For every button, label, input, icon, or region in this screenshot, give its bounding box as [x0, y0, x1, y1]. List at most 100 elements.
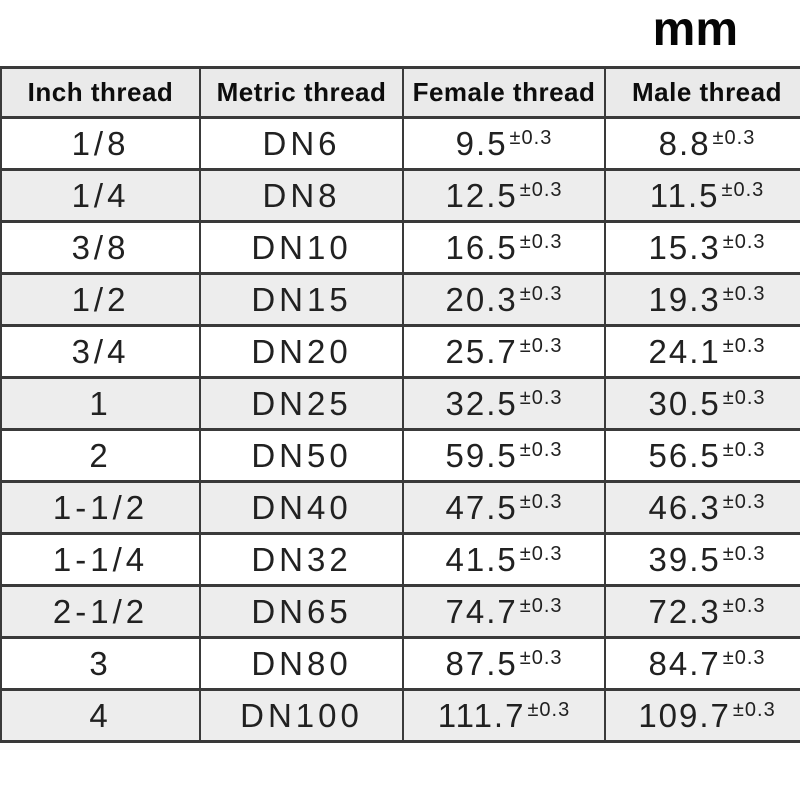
inch-thread-cell: 3/4 — [0, 324, 201, 379]
female-thread-cell: 59.5 ±0.3 — [402, 428, 606, 483]
metric-thread-cell: DN6 — [199, 116, 404, 171]
tolerance-superscript: ±0.3 — [722, 334, 766, 357]
male-thread-cell: 8.8 ±0.3 — [604, 116, 800, 171]
cell-value: 8.8 — [658, 124, 711, 162]
cell-value: 47.5 — [445, 488, 518, 526]
female-thread-cell: 111.7 ±0.3 — [402, 688, 606, 743]
cell-value: 3/4 — [71, 332, 130, 370]
female-thread-cell: 74.7 ±0.3 — [402, 584, 606, 639]
col-header-male-thread: Male thread — [604, 66, 800, 119]
tolerance-superscript: ±0.3 — [519, 490, 563, 513]
table-row: 1/4 DN8 12.5 ±0.3 11.5 ±0.3 — [0, 168, 800, 223]
inch-thread-cell: 3/8 — [0, 220, 201, 275]
tolerance-superscript: ±0.3 — [722, 438, 766, 461]
cell-value: DN50 — [251, 436, 352, 474]
table-row: 1 DN25 32.5 ±0.3 30.5 ±0.3 — [0, 376, 800, 431]
metric-thread-cell: DN15 — [199, 272, 404, 327]
tolerance-superscript: ±0.3 — [722, 646, 766, 669]
inch-thread-cell: 1/8 — [0, 116, 201, 171]
tolerance-superscript: ±0.3 — [519, 646, 563, 669]
tolerance-superscript: ±0.3 — [712, 126, 756, 149]
cell-value: 12.5 — [445, 176, 518, 214]
metric-thread-cell: DN80 — [199, 636, 404, 691]
female-thread-cell: 9.5 ±0.3 — [402, 116, 606, 171]
table-header: Inch thread Metric thread Female thread … — [0, 66, 800, 119]
male-thread-cell: 39.5 ±0.3 — [604, 532, 800, 587]
cell-value: DN10 — [251, 228, 352, 266]
tolerance-superscript: ±0.3 — [509, 126, 553, 149]
table-row: 1-1/2 DN40 47.5 ±0.3 46.3 ±0.3 — [0, 480, 800, 535]
metric-thread-cell: DN65 — [199, 584, 404, 639]
inch-thread-cell: 1/2 — [0, 272, 201, 327]
cell-value: 1/4 — [71, 176, 130, 214]
female-thread-cell: 16.5 ±0.3 — [402, 220, 606, 275]
tolerance-superscript: ±0.3 — [519, 542, 563, 565]
cell-value: DN8 — [262, 176, 341, 214]
table-row: 1-1/4 DN32 41.5 ±0.3 39.5 ±0.3 — [0, 532, 800, 587]
metric-thread-cell: DN50 — [199, 428, 404, 483]
col-header-female-thread: Female thread — [402, 66, 606, 119]
cell-value: 19.3 — [648, 280, 721, 318]
cell-value: 11.5 — [649, 176, 720, 214]
tolerance-superscript: ±0.3 — [722, 542, 766, 565]
tolerance-superscript: ±0.3 — [519, 230, 563, 253]
male-thread-cell: 109.7 ±0.3 — [604, 688, 800, 743]
female-thread-cell: 20.3 ±0.3 — [402, 272, 606, 327]
cell-value: 59.5 — [445, 436, 518, 474]
cell-value: 20.3 — [445, 280, 518, 318]
table-body: 1/8 DN6 9.5 ±0.3 8.8 ±0.3 1/4 DN8 12.5 ±0.3 11.5 ±0… — [0, 116, 800, 743]
male-thread-cell: 46.3 ±0.3 — [604, 480, 800, 535]
table-row: 4 DN100 111.7 ±0.3 109.7 ±0.3 — [0, 688, 800, 743]
cell-value: 2 — [89, 436, 112, 474]
tolerance-superscript: ±0.3 — [519, 282, 563, 305]
cell-value: 72.3 — [648, 592, 721, 630]
inch-thread-cell: 4 — [0, 688, 201, 743]
cell-value: 46.3 — [648, 488, 721, 526]
metric-thread-cell: DN10 — [199, 220, 404, 275]
inch-thread-cell: 1 — [0, 376, 201, 431]
female-thread-cell: 25.7 ±0.3 — [402, 324, 606, 379]
cell-value: DN65 — [251, 592, 352, 630]
cell-value: DN100 — [240, 696, 363, 734]
cell-value: DN6 — [262, 124, 341, 162]
table-row: 1/8 DN6 9.5 ±0.3 8.8 ±0.3 — [0, 116, 800, 171]
table-row: 3/8 DN10 16.5 ±0.3 15.3 ±0.3 — [0, 220, 800, 275]
inch-thread-cell: 3 — [0, 636, 201, 691]
cell-value: 1-1/4 — [52, 540, 149, 578]
table-row: 2-1/2 DN65 74.7 ±0.3 72.3 ±0.3 — [0, 584, 800, 639]
tolerance-superscript: ±0.3 — [527, 698, 571, 721]
male-thread-cell: 24.1 ±0.3 — [604, 324, 800, 379]
cell-value: 41.5 — [445, 540, 518, 578]
table-row: 1/2 DN15 20.3 ±0.3 19.3 ±0.3 — [0, 272, 800, 327]
cell-value: 24.1 — [648, 332, 721, 370]
inch-thread-cell: 2 — [0, 428, 201, 483]
cell-value: 87.5 — [445, 644, 518, 682]
male-thread-cell: 30.5 ±0.3 — [604, 376, 800, 431]
cell-value: DN80 — [251, 644, 352, 682]
tolerance-superscript: ±0.3 — [722, 490, 766, 513]
col-header-metric-thread: Metric thread — [199, 66, 404, 119]
metric-thread-cell: DN100 — [199, 688, 404, 743]
cell-value: 74.7 — [445, 592, 518, 630]
female-thread-cell: 87.5 ±0.3 — [402, 636, 606, 691]
male-thread-cell: 19.3 ±0.3 — [604, 272, 800, 327]
cell-value: 32.5 — [445, 384, 518, 422]
male-thread-cell: 56.5 ±0.3 — [604, 428, 800, 483]
metric-thread-cell: DN20 — [199, 324, 404, 379]
cell-value: DN25 — [251, 384, 352, 422]
cell-value: 84.7 — [648, 644, 721, 682]
cell-value: DN15 — [251, 280, 352, 318]
metric-thread-cell: DN40 — [199, 480, 404, 535]
inch-thread-cell: 1-1/2 — [0, 480, 201, 535]
cell-value: 4 — [89, 696, 112, 734]
tolerance-superscript: ±0.3 — [519, 334, 563, 357]
cell-value: 25.7 — [445, 332, 518, 370]
unit-label: mm — [652, 3, 738, 56]
cell-value: 30.5 — [648, 384, 721, 422]
cell-value: 15.3 — [648, 228, 721, 266]
metric-thread-cell: DN25 — [199, 376, 404, 431]
cell-value: 9.5 — [455, 124, 508, 162]
tolerance-superscript: ±0.3 — [721, 178, 765, 201]
inch-thread-cell: 2-1/2 — [0, 584, 201, 639]
